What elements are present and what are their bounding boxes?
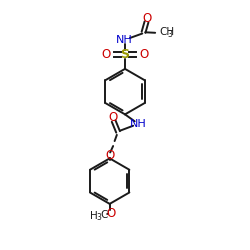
Text: O: O — [106, 207, 116, 220]
Text: NH: NH — [130, 118, 147, 128]
Text: 3: 3 — [168, 30, 173, 39]
Text: O: O — [105, 150, 114, 162]
Text: O: O — [139, 48, 148, 61]
Text: CH: CH — [159, 27, 174, 37]
Text: O: O — [102, 48, 111, 61]
Text: NH: NH — [116, 36, 132, 46]
Text: O: O — [142, 12, 152, 25]
Text: O: O — [108, 111, 117, 124]
Text: 3: 3 — [97, 214, 102, 222]
Text: S: S — [120, 48, 130, 61]
Text: H: H — [90, 211, 98, 221]
Text: C: C — [100, 210, 108, 220]
